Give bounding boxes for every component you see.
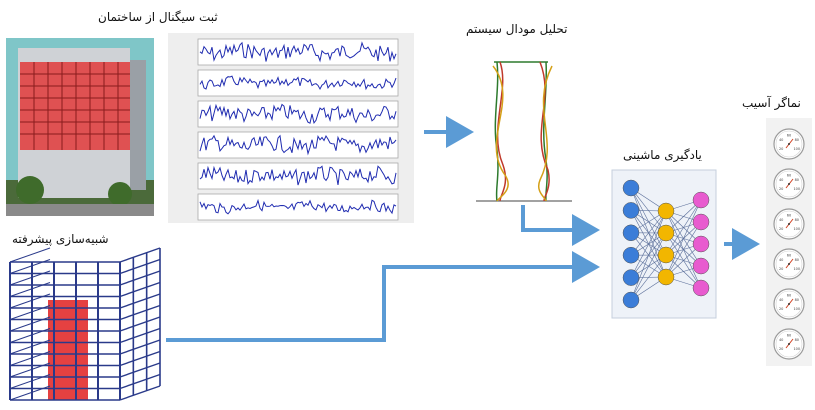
structural-frame-model	[9, 247, 161, 401]
signal-trace	[199, 103, 397, 125]
svg-text:40: 40	[779, 178, 783, 182]
svg-text:100: 100	[793, 307, 800, 311]
arrow-simulation-to-ml	[166, 251, 600, 342]
gauge-dial: 20 40 60 80 100	[773, 128, 805, 160]
nn-node	[692, 213, 710, 231]
building-photo	[6, 38, 154, 216]
modal-shapes-plot	[476, 61, 572, 202]
svg-text:100: 100	[793, 267, 800, 271]
svg-text:80: 80	[795, 178, 799, 182]
nn-node	[622, 202, 640, 219]
svg-text:20: 20	[779, 267, 783, 271]
nn-node	[657, 224, 675, 242]
nn-node	[622, 179, 640, 197]
nn-node	[622, 291, 640, 309]
svg-text:40: 40	[779, 138, 783, 142]
signal-trace-box	[197, 100, 399, 128]
svg-text:40: 40	[779, 338, 783, 342]
gauge-dial: 20 40 60 80 100	[773, 288, 805, 320]
svg-text:60: 60	[787, 254, 791, 258]
svg-text:60: 60	[787, 214, 791, 218]
nn-node	[657, 268, 675, 286]
svg-text:20: 20	[779, 347, 783, 351]
svg-text:20: 20	[779, 307, 783, 311]
svg-text:100: 100	[793, 187, 800, 191]
advanced-simulation-label: شبیه‌سازی پیشرفته	[12, 232, 109, 246]
nn-node	[657, 246, 675, 264]
machine-learning-label: یادگیری ماشینی	[623, 148, 702, 162]
svg-text:80: 80	[795, 258, 799, 262]
nn-node	[692, 279, 710, 297]
signal-trace	[199, 134, 397, 156]
svg-text:100: 100	[793, 147, 800, 151]
signal-trace-box	[197, 69, 399, 97]
arrow-modal-to-ml	[521, 205, 600, 246]
nn-node	[622, 246, 640, 264]
signal-trace	[199, 198, 397, 215]
gauge-dial: 20 40 60 80 100	[773, 168, 805, 200]
svg-text:80: 80	[795, 298, 799, 302]
svg-text:20: 20	[779, 227, 783, 231]
nn-node	[622, 224, 640, 242]
svg-text:100: 100	[793, 227, 800, 231]
svg-text:20: 20	[779, 187, 783, 191]
svg-text:60: 60	[787, 334, 791, 338]
svg-text:40: 40	[779, 298, 783, 302]
damage-gauges: 20 40 60 80 100 20 40 60 80 100 20 40 60 80 100 20 40 60 8…	[766, 118, 812, 366]
signal-trace	[199, 41, 397, 63]
svg-text:100: 100	[793, 347, 800, 351]
svg-text:60: 60	[787, 294, 791, 298]
svg-text:60: 60	[787, 134, 791, 138]
neural-network	[611, 169, 717, 319]
svg-text:80: 80	[795, 138, 799, 142]
gauge-dial: 20 40 60 80 100	[773, 328, 805, 360]
signal-panel	[168, 33, 414, 223]
nn-node	[692, 235, 710, 253]
nn-node	[657, 202, 675, 220]
signal-trace	[199, 165, 397, 186]
gauge-dial: 20 40 60 80 100	[773, 208, 805, 240]
nn-node	[692, 257, 710, 275]
svg-text:40: 40	[779, 258, 783, 262]
nn-node	[622, 269, 640, 286]
gauge-dial: 20 40 60 80 100	[773, 248, 805, 280]
damage-indicator-label: نماگر آسیب	[742, 96, 801, 110]
svg-text:80: 80	[795, 338, 799, 342]
signal-trace-box	[197, 131, 399, 159]
svg-text:20: 20	[779, 147, 783, 151]
svg-text:60: 60	[787, 174, 791, 178]
svg-text:40: 40	[779, 218, 783, 222]
signal-trace	[199, 75, 397, 91]
modal-analysis-label: تحلیل مودال سیستم	[466, 22, 568, 36]
svg-text:80: 80	[795, 218, 799, 222]
nn-node	[692, 191, 710, 209]
signal-recording-label: ثبت سیگنال از ساختمان	[98, 10, 218, 24]
